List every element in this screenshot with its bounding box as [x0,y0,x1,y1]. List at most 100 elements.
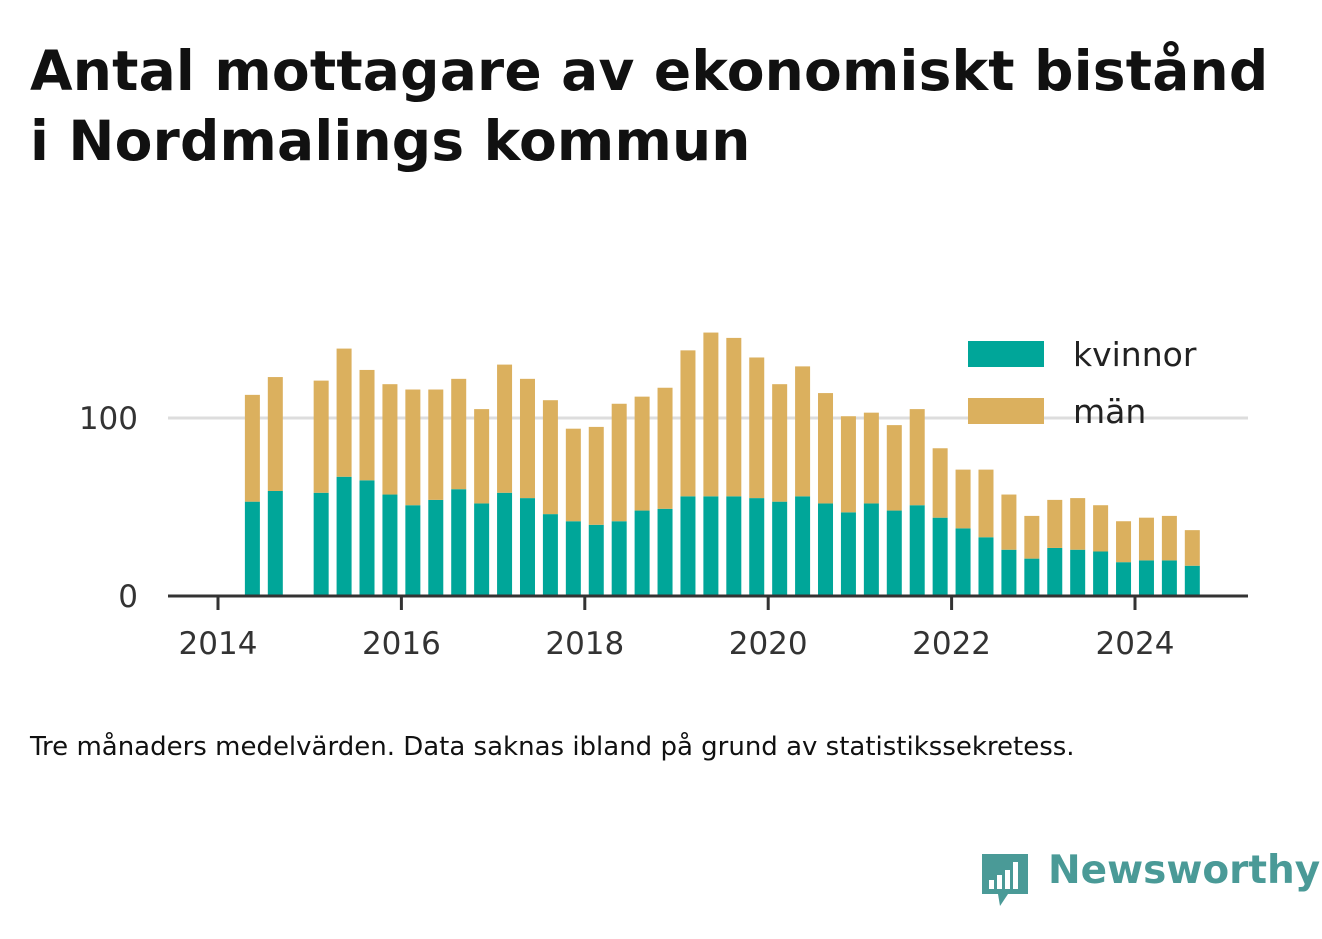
bar-man [726,337,742,497]
bar-kvinnor [909,505,925,596]
bar-kvinnor [703,496,719,596]
bar-man [955,469,971,529]
x-tick-label: 2016 [362,626,441,662]
bar-man [1070,498,1086,550]
bar-kvinnor [726,496,742,596]
axis-layer [168,594,1248,610]
x-tick-label: 2020 [729,626,808,662]
bar-kvinnor [1161,560,1177,596]
bar-chart-speech-icon [982,854,1028,906]
bar-kvinnor [1070,549,1086,596]
bar-man [749,357,765,499]
bar-man [611,403,627,522]
bar-kvinnor [1184,565,1200,596]
bar-kvinnor [497,492,513,596]
bar-man [313,380,329,493]
bar-man [451,378,467,490]
bar-kvinnor [474,503,490,596]
bar-man [795,366,811,497]
bar-man [703,332,719,497]
x-tick-label: 2022 [912,626,991,662]
bar-man [978,469,994,538]
bar-kvinnor [244,501,260,596]
bar-kvinnor [382,494,398,596]
x-tick-label: 2018 [545,626,624,662]
bar-kvinnor [313,492,329,596]
bar-kvinnor [818,503,834,596]
legend-swatch-kvinnor [968,341,1044,367]
bar-man [474,409,490,504]
x-axis-labels: 2014 2016 2018 2020 2022 2024 [179,626,1175,662]
newsworthy-logo[interactable]: Newsworthy [978,846,1320,912]
bar-kvinnor [1001,549,1017,596]
y-tick-label: 100 [79,401,138,437]
bar-kvinnor [359,480,375,596]
bar-kvinnor [795,496,811,596]
bar-man [542,400,558,515]
bar-man [863,412,879,504]
legend-label-man: män [1073,392,1146,431]
bar-man [634,396,650,511]
bar-man [1047,499,1063,548]
bar-man [886,425,902,511]
y-axis-labels: 0 100 [79,401,138,615]
bar-man [1161,515,1177,561]
bar-kvinnor [886,510,902,596]
bar-kvinnor [863,503,879,596]
bar-kvinnor [451,489,467,596]
chart-title: Antal mottagare av ekonomiskt bistånd i … [30,39,1269,173]
bars-layer [244,332,1200,596]
bar-kvinnor [267,490,283,596]
bar-man [428,389,444,500]
bar-kvinnor [749,498,765,596]
bar-kvinnor [1116,562,1132,596]
bar-kvinnor [840,512,856,596]
legend-swatch-man [968,398,1044,424]
bar-man [772,384,788,502]
bar-kvinnor [657,508,673,596]
bar-kvinnor [1138,560,1154,596]
bar-kvinnor [955,528,971,596]
bar-man [497,364,513,493]
bar-kvinnor [428,499,444,596]
bar-man [244,394,260,502]
x-tick-label: 2024 [1096,626,1175,662]
bar-kvinnor [542,514,558,596]
bar-kvinnor [634,510,650,596]
bar-man [840,416,856,513]
bar-man [405,389,421,506]
legend-label-kvinnor: kvinnor [1073,335,1197,374]
bar-man [336,348,352,477]
bar-man [588,426,604,525]
y-tick-label: 0 [118,579,138,615]
bar-man [909,409,925,506]
bar-kvinnor [588,524,604,596]
bar-kvinnor [336,476,352,596]
bar-man [382,384,398,495]
bar-man [1138,517,1154,561]
bar-man [519,378,535,499]
bar-kvinnor [680,496,696,596]
bar-man [1116,521,1132,563]
bar-man [657,387,673,509]
bar-man [1001,494,1017,550]
bar-man [267,377,283,491]
bar-man [565,428,581,522]
x-tick-label: 2014 [179,626,258,662]
bar-kvinnor [1093,551,1109,596]
chart-caption: Tre månaders medelvärden. Data saknas ib… [30,732,1075,762]
bar-man [680,350,696,497]
bar-kvinnor [519,498,535,596]
bar-man [818,393,834,504]
bar-man [932,448,948,518]
bar-kvinnor [1024,558,1040,596]
bar-kvinnor [565,521,581,596]
bar-kvinnor [932,517,948,596]
bar-kvinnor [772,501,788,596]
bar-man [1184,530,1200,566]
brand-name: Newsworthy [1048,848,1321,893]
bar-kvinnor [1047,547,1063,596]
bar-kvinnor [978,537,994,596]
bar-man [1024,515,1040,559]
